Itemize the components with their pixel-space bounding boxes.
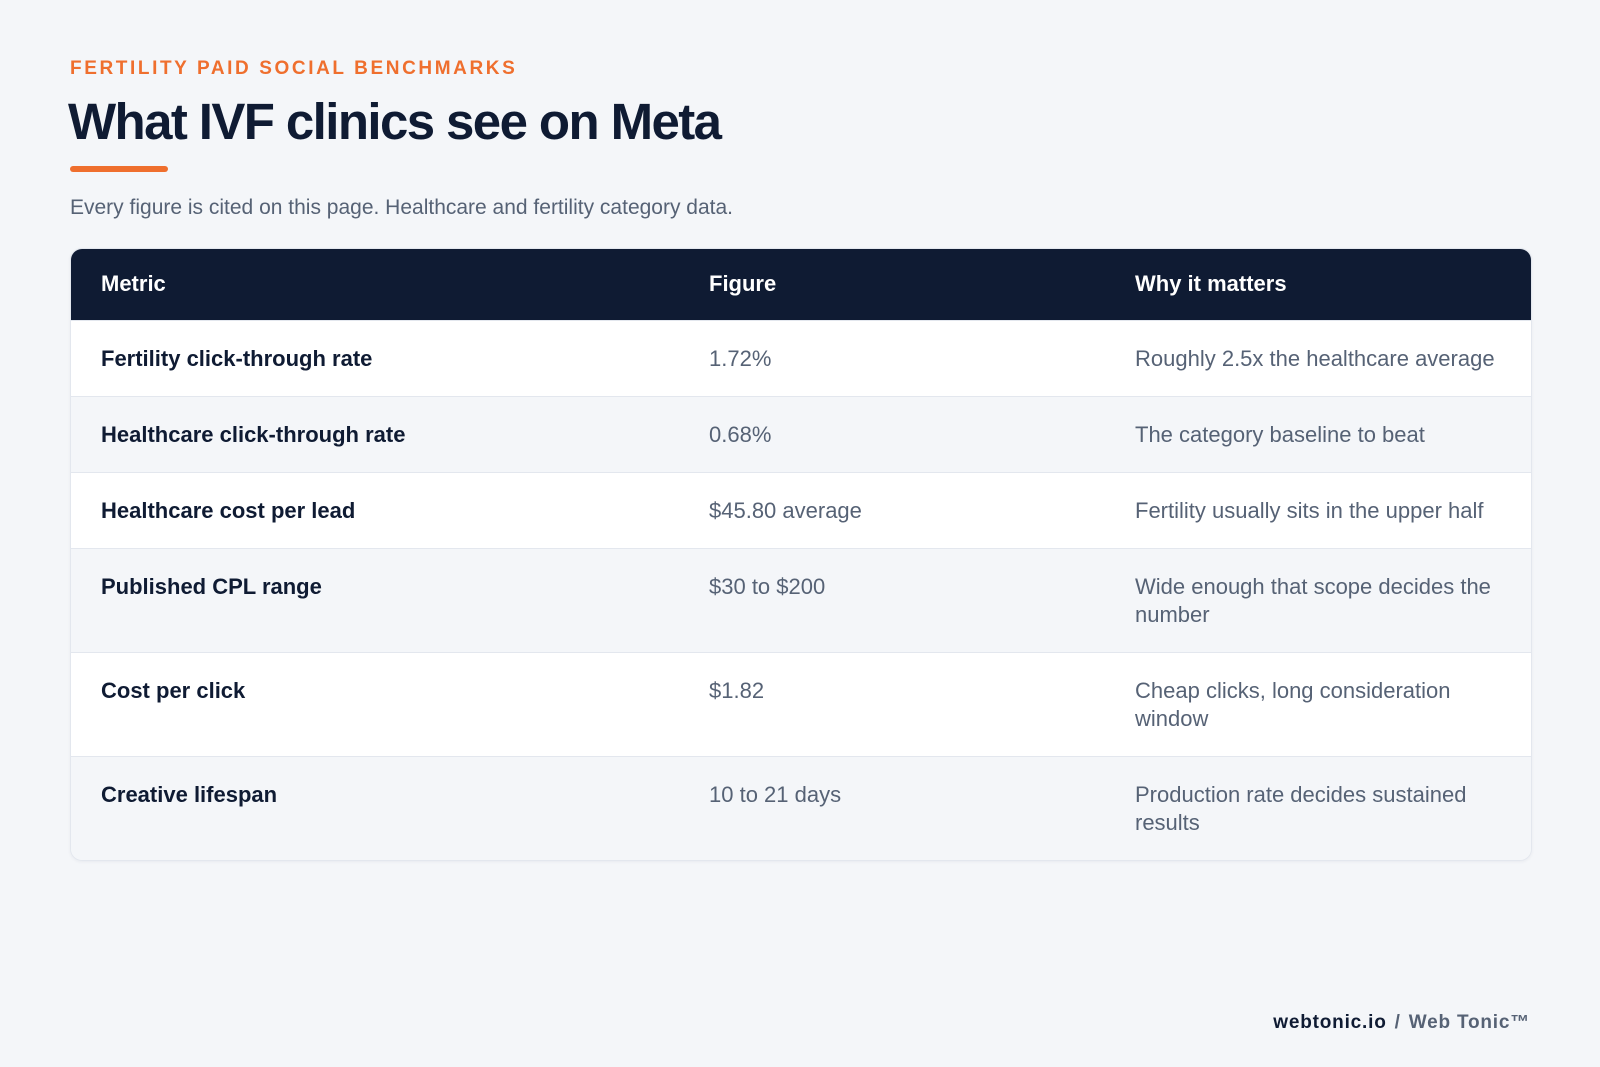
metric-cell: Creative lifespan (71, 755, 679, 860)
figure-cell: 10 to 21 days (679, 755, 1105, 860)
table-row: Healthcare cost per lead $45.80 average Fe… (71, 471, 1531, 548)
figure-cell: $1.82 (679, 651, 1105, 756)
figure-cell: 0.68% (679, 395, 1105, 472)
title: What IVF clinics see on Meta (68, 93, 722, 150)
table-row: Fertility click-through rate 1.72% Roughly… (71, 319, 1531, 396)
title-underline (70, 166, 168, 172)
column-header: Why it matters (1105, 249, 1531, 320)
footer: webtonic.io / Web Tonic™ (1273, 1012, 1530, 1034)
table-row: Published CPL range $30 to $200 Wide enoug… (71, 547, 1531, 652)
metric-cell: Healthcare cost per lead (71, 471, 679, 548)
column-header: Metric (71, 249, 679, 320)
subtitle: Every figure is cited on this page. Heal… (70, 196, 734, 219)
table-row: Healthcare click-through rate 0.68% The ca… (71, 395, 1531, 472)
footer-separator: / (1394, 1012, 1401, 1033)
table-row: Creative lifespan 10 to 21 days Production… (71, 755, 1531, 860)
header-row: Metric Figure Why it matters (71, 249, 1531, 320)
column-header: Figure (679, 249, 1105, 320)
table-row: Cost per click $1.82 Cheap clicks, long co… (71, 651, 1531, 756)
note-cell: Roughly 2.5x the healthcare average (1105, 319, 1531, 396)
table-head: Metric Figure Why it matters (71, 249, 1531, 320)
eyebrow: FERTILITY PAID SOCIAL BENCHMARKS (70, 58, 518, 79)
benchmark-table: Metric Figure Why it matters Fertility cli… (71, 249, 1531, 860)
table-card: Metric Figure Why it matters Fertility cli… (70, 248, 1532, 861)
metric-cell: Healthcare click-through rate (71, 395, 679, 472)
note-cell: Production rate decides sustained result… (1105, 755, 1531, 860)
note-cell: Wide enough that scope decides the numbe… (1105, 547, 1531, 652)
footer-brand: webtonic.io (1273, 1012, 1387, 1033)
note-cell: Fertility usually sits in the upper half (1105, 471, 1531, 548)
figure-cell: $45.80 average (679, 471, 1105, 548)
figure-cell: 1.72% (679, 319, 1105, 396)
metric-cell: Fertility click-through rate (71, 319, 679, 396)
metric-cell: Cost per click (71, 651, 679, 756)
note-cell: The category baseline to beat (1105, 395, 1531, 472)
table-body: Fertility click-through rate 1.72% Roughly… (71, 319, 1531, 860)
note-cell: Cheap clicks, long consideration window (1105, 651, 1531, 756)
figure-cell: $30 to $200 (679, 547, 1105, 652)
metric-cell: Published CPL range (71, 547, 679, 652)
footer-name: Web Tonic™ (1408, 1012, 1530, 1033)
